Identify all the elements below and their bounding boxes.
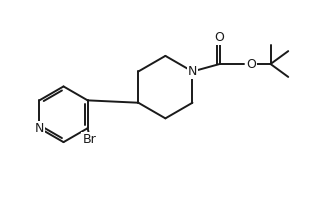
- Text: O: O: [215, 31, 225, 44]
- Text: O: O: [246, 58, 256, 70]
- Text: N: N: [188, 65, 197, 78]
- Text: Br: Br: [82, 133, 96, 146]
- Text: N: N: [35, 122, 44, 135]
